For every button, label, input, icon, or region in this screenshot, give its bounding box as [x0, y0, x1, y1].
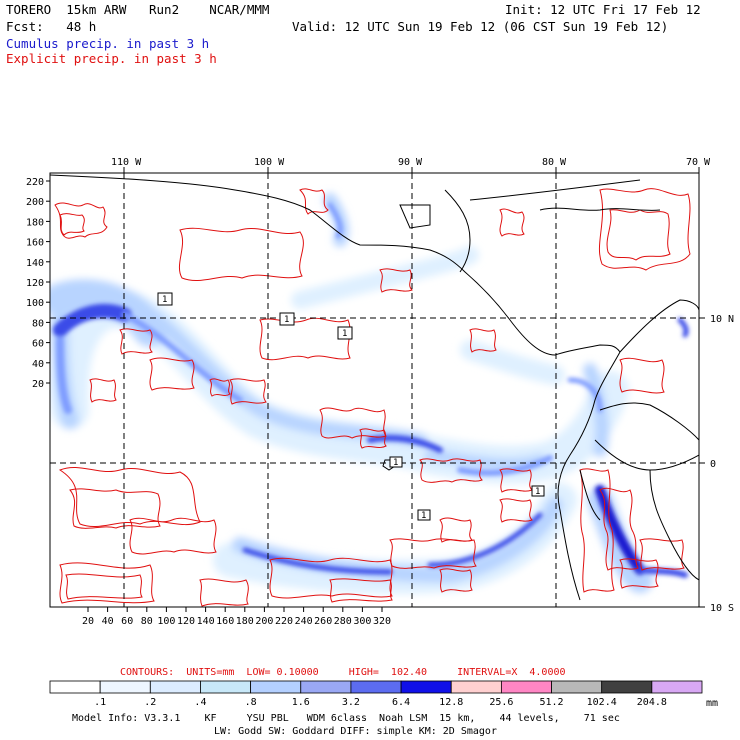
header-forecast-hour: Fcst: 48 h [6, 19, 97, 34]
footer-model-info: Model Info: V3.3.1 KF YSU PBL WDM 6class… [72, 713, 620, 724]
y-tick-label: 100 [26, 298, 44, 309]
x-tick-label: 320 [373, 616, 391, 627]
y-tick-label: 220 [26, 177, 44, 188]
y-tick-label: 20 [32, 379, 44, 390]
svg-text:1: 1 [342, 329, 347, 339]
lon-label-80w: 80 W [542, 157, 567, 168]
colorbar-label: 51.2 [539, 697, 564, 708]
colorbar-swatch [500, 680, 552, 694]
colorbar-label: .2 [144, 697, 157, 708]
y-tick-label: 160 [26, 238, 44, 249]
station-boxes: 1 1 1 1 1 1 [157, 292, 545, 521]
field-label-explicit: Explicit precip. in past 3 h [6, 51, 217, 66]
colorbar-swatch [450, 680, 502, 694]
x-tick-label: 160 [216, 616, 234, 627]
colorbar-swatch [99, 680, 151, 694]
y-tick-label: 40 [32, 359, 44, 370]
x-tick-label: 40 [102, 616, 114, 627]
lat-label-10n: 10 N [710, 314, 734, 325]
x-tick-label: 260 [314, 616, 332, 627]
y-tick-label: 200 [26, 197, 44, 208]
colorbar-swatch [250, 680, 302, 694]
colorbar [49, 680, 703, 694]
lon-label-90w: 90 W [398, 157, 423, 168]
lat-label-10s: 10 S [710, 603, 734, 614]
colorbar-swatch [601, 680, 653, 694]
lon-label-70w: 70 W [686, 157, 711, 168]
svg-text:1: 1 [393, 458, 398, 468]
field-label-cumulus: Cumulus precip. in past 3 h [6, 36, 210, 51]
colorbar-swatch [651, 680, 703, 694]
cumulus-shading [50, 193, 689, 594]
x-tick-label: 60 [121, 616, 133, 627]
svg-text:1: 1 [535, 487, 540, 497]
header-model-title: TORERO 15km ARW Run2 NCAR/MMM [6, 2, 270, 17]
lat-label-0: 0 [710, 459, 716, 470]
colorbar-label: 204.8 [636, 697, 667, 708]
x-tick-label: 100 [157, 616, 175, 627]
x-axis: 20 40 60 80 100 120 140 160 180 200 220 240 260 280 30… [82, 607, 391, 627]
colorbar-swatch [350, 680, 402, 694]
header-valid-time: Valid: 12 UTC Sun 19 Feb 12 (06 CST Sun … [292, 19, 669, 34]
colorbar-swatch [551, 680, 603, 694]
colorbar-swatch [400, 680, 452, 694]
colorbar-label: .8 [244, 697, 257, 708]
colorbar-unit: mm [706, 698, 719, 709]
header-init-time: Init: 12 UTC Fri 17 Feb 12 [505, 2, 701, 17]
colorbar-label: 1.6 [291, 697, 310, 708]
colorbar-label: .1 [94, 697, 107, 708]
colorbar-swatch [49, 680, 101, 694]
lon-label-110w: 110 W [111, 157, 142, 168]
colorbar-label: 25.6 [489, 697, 514, 708]
colorbar-swatch [200, 680, 252, 694]
lon-label-100w: 100 W [254, 157, 285, 168]
y-tick-label: 140 [26, 258, 44, 269]
coastlines [50, 174, 699, 601]
colorbar-swatch [300, 680, 352, 694]
plot-frame [49, 172, 700, 608]
colorbar-label: 3.2 [341, 697, 360, 708]
x-tick-label: 180 [236, 616, 254, 627]
colorbar-swatch [149, 680, 201, 694]
svg-text:1: 1 [162, 295, 167, 305]
y-tick-label: 180 [26, 217, 44, 228]
x-tick-label: 220 [275, 616, 293, 627]
x-tick-label: 280 [334, 616, 352, 627]
x-tick-label: 300 [353, 616, 371, 627]
x-tick-label: 200 [255, 616, 273, 627]
x-tick-label: 80 [141, 616, 153, 627]
svg-text:1: 1 [421, 511, 426, 521]
colorbar-label: .4 [194, 697, 207, 708]
footer-physics: LW: Godd SW: Goddard DIFF: simple KM: 2D… [214, 726, 497, 737]
x-tick-label: 140 [197, 616, 215, 627]
x-tick-label: 240 [295, 616, 313, 627]
x-tick-label: 120 [177, 616, 195, 627]
x-tick-label: 20 [82, 616, 94, 627]
svg-text:1: 1 [284, 315, 289, 325]
y-tick-label: 80 [32, 318, 44, 329]
y-tick-label: 120 [26, 278, 44, 289]
y-axis: 220 200 180 160 140 120 100 80 60 40 20 [26, 177, 50, 390]
colorbar-label: 12.8 [439, 697, 464, 708]
contours-info: CONTOURS: UNITS=mm LOW= 0.10000 HIGH= 10… [120, 667, 566, 678]
colorbar-label: 6.4 [392, 697, 411, 708]
latlon-grid [50, 173, 699, 607]
colorbar-label: 102.4 [586, 697, 617, 708]
y-tick-label: 60 [32, 339, 44, 350]
